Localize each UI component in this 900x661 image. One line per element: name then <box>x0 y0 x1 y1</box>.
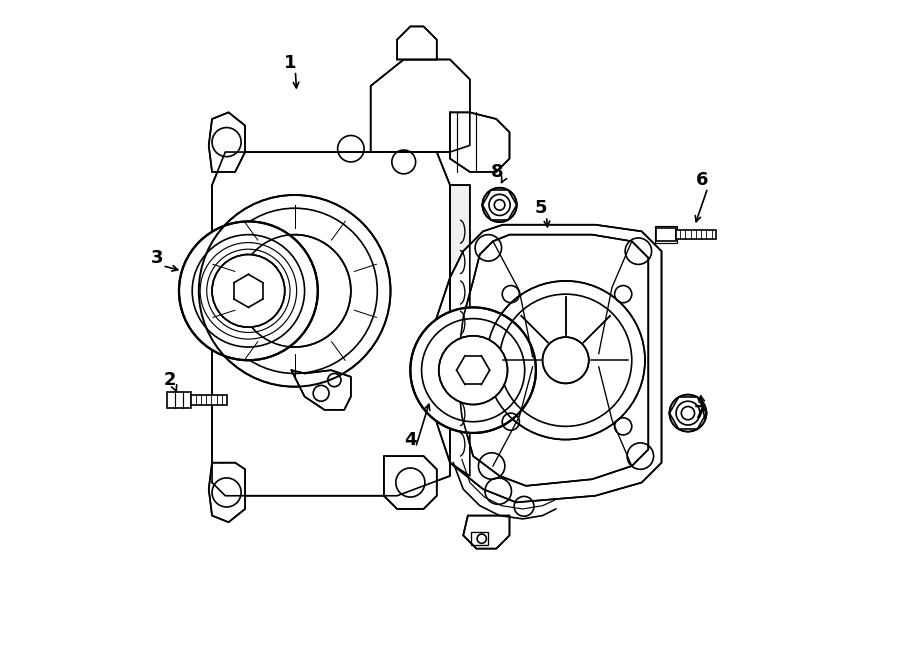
Polygon shape <box>212 152 450 496</box>
Polygon shape <box>371 59 470 152</box>
Polygon shape <box>209 112 245 172</box>
Text: 4: 4 <box>404 430 417 449</box>
Bar <box>655 226 678 243</box>
Polygon shape <box>292 370 351 410</box>
Text: 7: 7 <box>694 404 706 422</box>
Bar <box>167 392 191 408</box>
Polygon shape <box>209 463 245 522</box>
Circle shape <box>238 235 351 347</box>
Text: 8: 8 <box>491 163 504 181</box>
Circle shape <box>439 336 508 405</box>
Polygon shape <box>450 112 509 172</box>
Circle shape <box>543 337 589 383</box>
Circle shape <box>199 195 391 387</box>
Polygon shape <box>424 225 662 502</box>
Bar <box>472 532 488 545</box>
Bar <box>676 230 716 239</box>
Polygon shape <box>464 516 509 549</box>
Circle shape <box>179 221 318 360</box>
Text: 6: 6 <box>697 171 709 189</box>
Circle shape <box>482 188 517 222</box>
Polygon shape <box>450 185 470 476</box>
Text: 1: 1 <box>284 54 296 72</box>
Polygon shape <box>397 26 436 59</box>
Text: 3: 3 <box>151 249 164 267</box>
Circle shape <box>410 307 536 433</box>
Bar <box>191 395 227 405</box>
Circle shape <box>670 395 706 432</box>
Circle shape <box>486 281 645 440</box>
Polygon shape <box>456 235 648 486</box>
Text: 2: 2 <box>164 371 176 389</box>
Text: 5: 5 <box>535 199 547 217</box>
Polygon shape <box>384 456 436 509</box>
Circle shape <box>212 254 284 327</box>
Bar <box>656 228 676 241</box>
